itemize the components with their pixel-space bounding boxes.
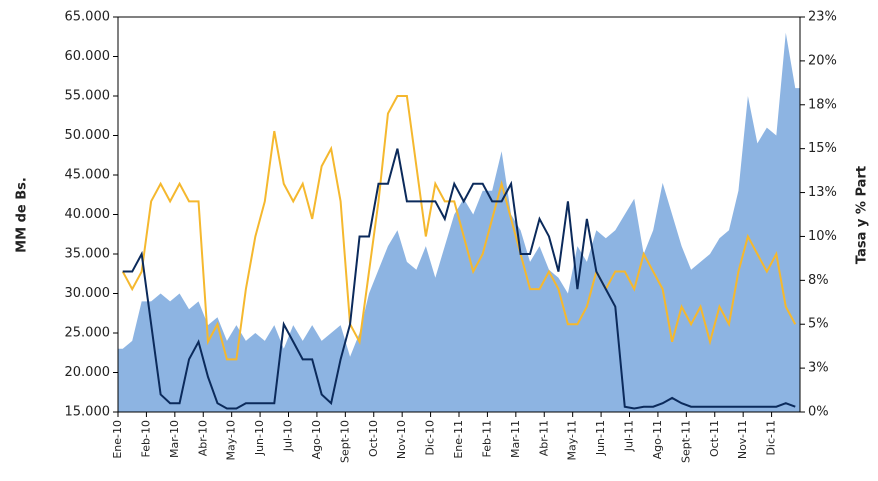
y-tick-label: 25.000: [65, 326, 111, 341]
x-tick-label: Jul-11: [623, 420, 636, 452]
x-tick-label: May-10: [225, 420, 238, 461]
x-tick-label: Sept-10: [338, 420, 351, 463]
y2-tick-label: 10%: [808, 229, 837, 244]
x-tick-label: Mar-11: [509, 420, 522, 458]
x-tick-label: Abr-11: [537, 420, 550, 456]
x-tick-label: Nov-11: [736, 420, 749, 459]
x-tick-label: Ene-10: [111, 420, 124, 459]
y2-tick-label: 8%: [808, 273, 829, 288]
x-tick-label: Oct-11: [708, 420, 721, 457]
y2-tick-label: 13%: [808, 185, 837, 200]
x-tick-label: Dic-10: [424, 420, 437, 456]
x-tick-label: Jun-10: [253, 420, 266, 456]
y2-tick-label: 5%: [808, 317, 829, 332]
line: [122, 148, 796, 410]
y2-tick-label: 3%: [808, 361, 829, 376]
y2-axis-label: Tasa y % Part: [855, 166, 870, 264]
x-tick-label: Dic-11: [765, 420, 778, 456]
y-tick-label: 20.000: [65, 365, 111, 380]
y-tick-label: 15.000: [65, 405, 111, 420]
y-tick-label: 35.000: [65, 247, 111, 262]
x-tick-label: Abr-10: [196, 420, 209, 456]
y-tick-label: 45.000: [65, 168, 111, 183]
y-tick-label: 50.000: [65, 128, 111, 143]
x-tick-label: Feb-10: [139, 420, 152, 457]
x-tick-label: Ene-11: [452, 420, 465, 459]
x-tick-label: Ago-10: [310, 420, 323, 459]
y-tick-label: 65.000: [65, 10, 111, 25]
y-axis-label: MM de Bs.: [15, 177, 30, 253]
y2-tick-label: 0%: [808, 405, 829, 420]
x-tick-label: Mar-10: [168, 420, 181, 458]
y2-tick-label: 20%: [808, 53, 837, 68]
y-tick-label: 30.000: [65, 286, 111, 301]
line: [121, 95, 797, 361]
y-tick-label: 40.000: [65, 207, 111, 222]
x-tick-label: May-11: [566, 420, 579, 461]
x-tick-label: Nov-10: [395, 420, 408, 459]
x-tick-label: Sept-11: [679, 420, 692, 463]
x-tick-label: Oct-10: [367, 420, 380, 457]
x-tick-label: Feb-11: [480, 420, 493, 457]
y-tick-label: 55.000: [65, 89, 111, 104]
y2-tick-label: 18%: [808, 97, 837, 112]
x-tick-label: Jul-10: [282, 420, 295, 452]
y-tick-label: 60.000: [65, 49, 111, 64]
x-tick-label: Jun-11: [594, 420, 607, 456]
x-tick-label: Ago-11: [651, 420, 664, 459]
y2-tick-label: 15%: [808, 141, 837, 156]
y2-tick-label: 23%: [808, 10, 837, 25]
